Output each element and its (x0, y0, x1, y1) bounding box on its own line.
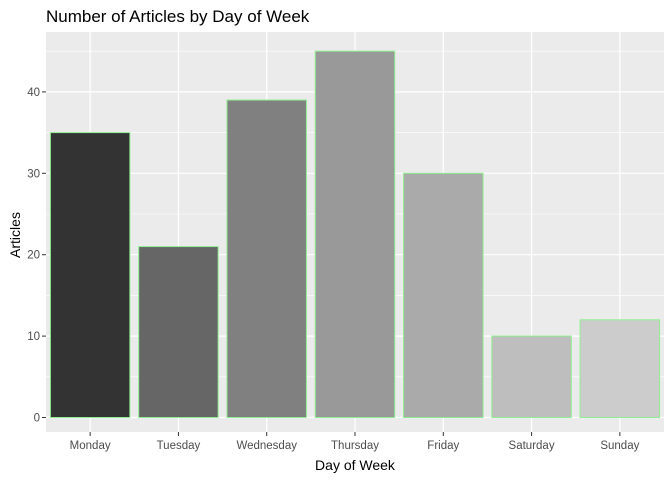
x-axis-title: Day of Week (315, 457, 396, 473)
x-tick-label: Saturday (509, 440, 555, 452)
bar-thursday (314, 50, 396, 418)
y-tick-label: 0 (34, 413, 40, 425)
bar-sunday (579, 319, 661, 419)
y-tick-label: 40 (27, 87, 40, 99)
x-tick-label: Sunday (600, 440, 639, 452)
x-axis: Monday Tuesday Wednesday Thursday Friday Satu… (70, 432, 640, 452)
bars (49, 50, 661, 419)
y-tick-label: 10 (27, 331, 40, 343)
bar-monday (49, 132, 131, 418)
y-tick-label: 30 (27, 168, 40, 180)
y-tick-label: 20 (27, 250, 40, 262)
bar-wednesday (226, 99, 307, 418)
x-tick-label: Thursday (331, 440, 379, 452)
x-tick-label: Tuesday (157, 440, 201, 452)
chart-title: Number of Articles by Day of Week (46, 7, 310, 26)
y-axis: 0 10 20 30 40 (27, 87, 46, 425)
bar-saturday (491, 335, 572, 419)
y-axis-title: Articles (7, 212, 23, 258)
x-tick-label: Friday (427, 440, 459, 452)
bar-friday (403, 172, 484, 418)
bar-tuesday (138, 246, 219, 418)
x-tick-label: Wednesday (236, 440, 297, 452)
x-tick-label: Monday (70, 440, 111, 452)
